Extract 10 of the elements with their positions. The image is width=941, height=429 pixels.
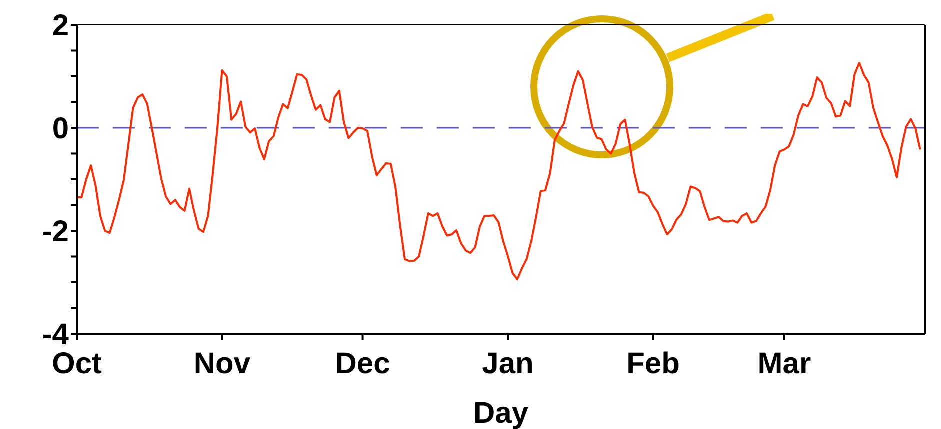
x-tick-label: Feb (626, 347, 680, 380)
x-tick-label: Jan (482, 347, 534, 380)
x-axis-title: Day (473, 397, 529, 429)
x-tick-label: Mar (758, 347, 812, 380)
y-tick-label: -2 (42, 216, 69, 249)
y-tick-label: 2 (52, 10, 69, 43)
line-series (77, 62, 922, 280)
x-tick-label: Nov (194, 347, 251, 380)
y-tick-label: 0 (52, 112, 69, 146)
x-tick-label: Dec (335, 347, 390, 380)
